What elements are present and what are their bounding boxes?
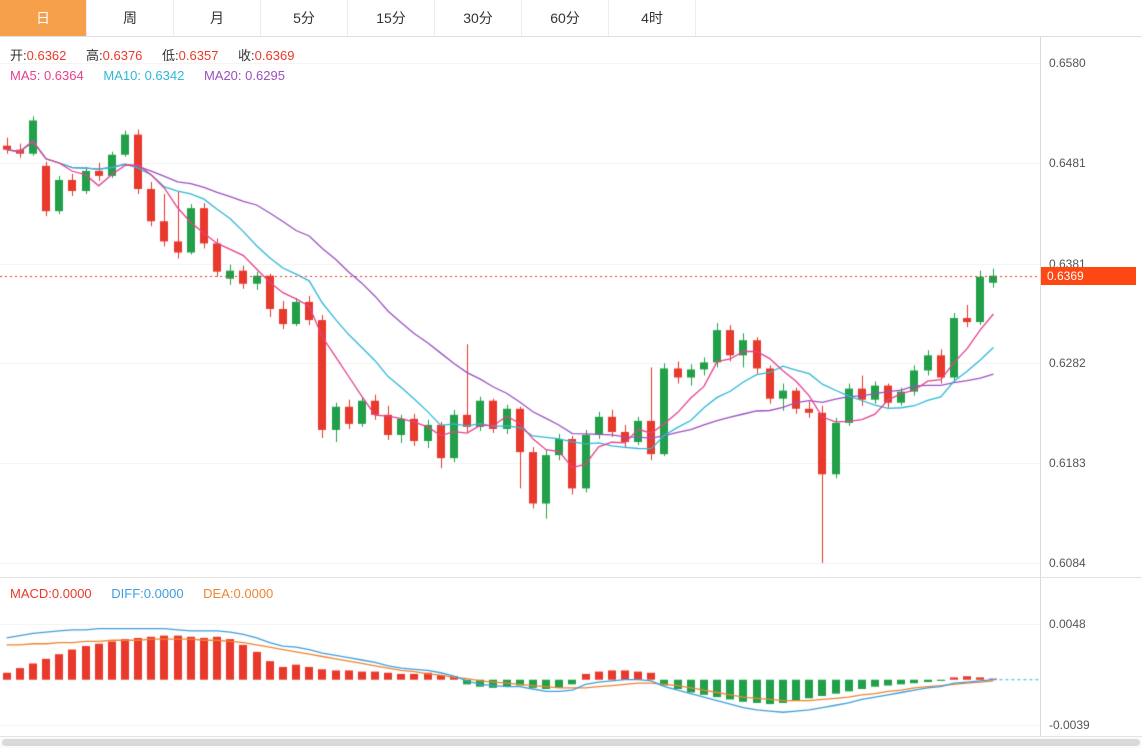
tab-15分[interactable]: 15分 [348, 0, 435, 36]
macd-axis: 0.0048 -0.0039 [1040, 578, 1142, 736]
ma10-value: 0.6342 [144, 68, 185, 83]
ohlc-legend: 开:0.6362 高:0.6376 低:0.6357 收:0.6369 [10, 45, 310, 64]
ma10-label: MA10: [103, 68, 141, 83]
price-axis-label: 0.6481 [1049, 155, 1086, 170]
ohlc-high: 高:0.6376 [86, 48, 142, 63]
ohlc-close: 收:0.6369 [238, 48, 294, 63]
diff-label: DIFF: [111, 586, 144, 601]
ma20-legend: MA20: 0.6295 [204, 68, 285, 83]
tab-4时[interactable]: 4时 [609, 0, 696, 36]
current-price-tag: 0.6369 [1041, 266, 1136, 285]
ohlc-open: 开:0.6362 [10, 48, 66, 63]
macd-legend: MACD:0.0000 DIFF:0.0000 DEA:0.0000 [10, 586, 289, 601]
price-axis-label: 0.6580 [1049, 56, 1086, 70]
ma5-value: 0.6364 [43, 68, 84, 83]
main-price-axis: 0.6580 0.6481 0.6381 0.6282 0.6183 0.6084 [1040, 37, 1142, 577]
low-value: 0.6357 [178, 48, 219, 63]
macd-value: 0.0000 [51, 586, 92, 601]
ma5-label: MA5: [10, 68, 41, 83]
macd-panel: MACD:0.0000 DIFF:0.0000 DEA:0.0000 0.004… [0, 577, 1142, 736]
macd-label: MACD: [10, 586, 52, 601]
open-value: 0.6362 [26, 48, 67, 63]
ma10-legend: MA10: 0.6342 [103, 68, 184, 83]
ma5-legend: MA5: 0.6364 [10, 68, 84, 83]
tab-60分[interactable]: 60分 [522, 0, 609, 36]
high-value: 0.6376 [102, 48, 143, 63]
high-label: 高: [86, 48, 103, 63]
candlestick-panel: 开:0.6362 高:0.6376 低:0.6357 收:0.6369 MA5:… [0, 37, 1142, 577]
horizontal-scrollbar[interactable] [0, 736, 1142, 748]
ma20-value: 0.6295 [245, 68, 285, 83]
tab-日[interactable]: 日 [0, 0, 87, 36]
low-label: 低: [162, 48, 179, 63]
macd-chart-canvas[interactable] [0, 578, 1040, 736]
tab-30分[interactable]: 30分 [435, 0, 522, 36]
diff-value: 0.0000 [143, 586, 184, 601]
price-axis-label: 0.6282 [1049, 356, 1086, 371]
ma20-label: MA20: [203, 68, 242, 83]
ohlc-low: 低:0.6357 [162, 48, 218, 63]
tab-周[interactable]: 周 [87, 0, 174, 36]
scrollbar-thumb[interactable] [2, 739, 1140, 746]
timeframe-tabbar: 日周月 5分 15分 30分 60分 4时 [0, 0, 1142, 37]
price-axis-label: 0.6084 [1049, 556, 1086, 570]
candlestick-chart-canvas[interactable] [0, 37, 1040, 577]
tab-月[interactable]: 月 [174, 0, 261, 36]
macd-axis-label: -0.0039 [1049, 718, 1090, 732]
dea-value-legend: DEA:0.0000 [203, 586, 273, 601]
price-axis-label: 0.6183 [1049, 456, 1086, 471]
ma-legend: MA5: 0.6364 MA10: 0.6342 MA20: 0.6295 [10, 68, 301, 83]
diff-value-legend: DIFF:0.0000 [111, 586, 183, 601]
macd-axis-label: 0.0048 [1049, 617, 1086, 631]
close-value: 0.6369 [254, 48, 295, 63]
dea-value: 0.0000 [233, 586, 274, 601]
macd-value-legend: MACD:0.0000 [10, 586, 92, 601]
dea-label: DEA: [203, 586, 234, 601]
tab-5分[interactable]: 5分 [261, 0, 348, 36]
open-label: 开: [10, 48, 27, 63]
close-label: 收: [238, 48, 255, 63]
